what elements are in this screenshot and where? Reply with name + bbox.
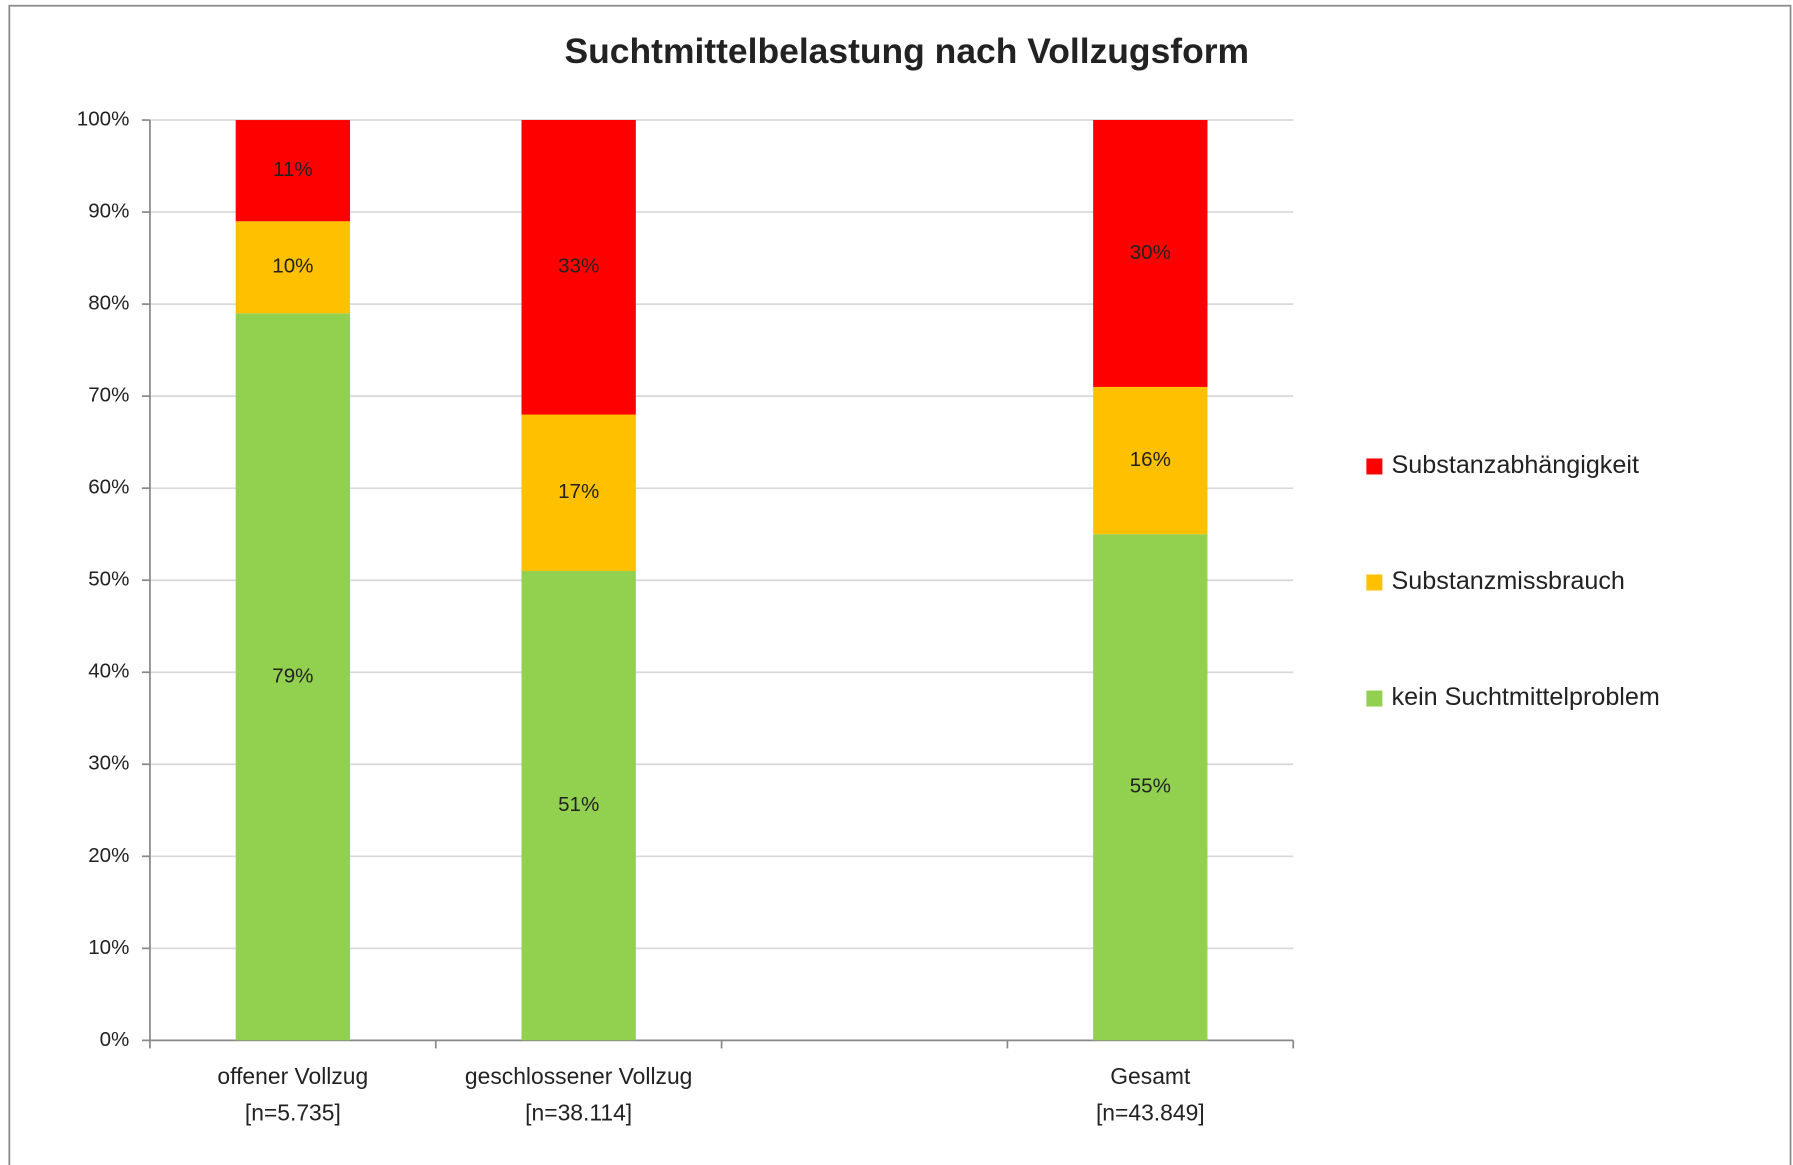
y-tick-label: 50%	[88, 568, 129, 591]
y-tick-label: 0%	[100, 1028, 130, 1051]
legend-swatch	[1366, 458, 1383, 475]
data-label: 17%	[558, 480, 599, 503]
legend-label: kein Suchtmittelproblem	[1392, 683, 1660, 711]
data-label: 16%	[1130, 448, 1171, 471]
bar-segment	[235, 120, 351, 222]
y-tick-label: 80%	[88, 292, 129, 315]
legend-swatch	[1366, 574, 1383, 591]
bar-segment	[521, 414, 636, 572]
bar-segment	[1093, 534, 1208, 1041]
y-tick-label: 20%	[88, 844, 129, 867]
y-tick-label: 60%	[88, 476, 129, 499]
bar-segment	[235, 221, 351, 314]
y-tick-label: 100%	[77, 107, 130, 130]
x-tick-label: [n=38.114]	[525, 1100, 632, 1126]
x-tick-label: [n=5.735]	[245, 1100, 341, 1126]
data-label: 11%	[273, 158, 313, 181]
bars	[235, 120, 1208, 1041]
chart-title: Suchtmittelbelastung nach Vollzugsform	[565, 31, 1250, 71]
legend-label: Substanzabhängigkeit	[1392, 451, 1639, 479]
x-tick-label: [n=43.849]	[1096, 1100, 1205, 1126]
y-tick-label: 30%	[88, 752, 129, 775]
bar-segment	[235, 313, 351, 1041]
labels: offener Vollzug [n=5.735] 79% 10% 11% geschlo…	[217, 158, 1659, 1126]
data-label: 30%	[1130, 241, 1171, 264]
data-label: 10%	[272, 255, 313, 278]
y-tick-label: 10%	[88, 936, 129, 959]
bar-segment	[521, 571, 636, 1041]
data-label: 79%	[272, 664, 313, 687]
bar-segment	[521, 120, 636, 415]
data-label: 55%	[1130, 775, 1171, 798]
bar-segment	[1093, 386, 1208, 535]
x-tick-label: Gesamt	[1110, 1063, 1191, 1089]
y-tick-label: 90%	[88, 200, 129, 223]
x-tick-label: offener Vollzug	[217, 1063, 368, 1089]
y-tick-label: 40%	[88, 660, 129, 683]
x-tick-label: geschlossener Vollzug	[465, 1063, 692, 1089]
bar-segment	[1093, 120, 1208, 387]
data-label: 33%	[558, 255, 599, 278]
y-tick-label: 70%	[88, 384, 129, 407]
legend-swatch	[1366, 690, 1383, 707]
legend-label: Substanzmissbrauch	[1392, 567, 1625, 595]
data-label: 51%	[558, 793, 599, 816]
